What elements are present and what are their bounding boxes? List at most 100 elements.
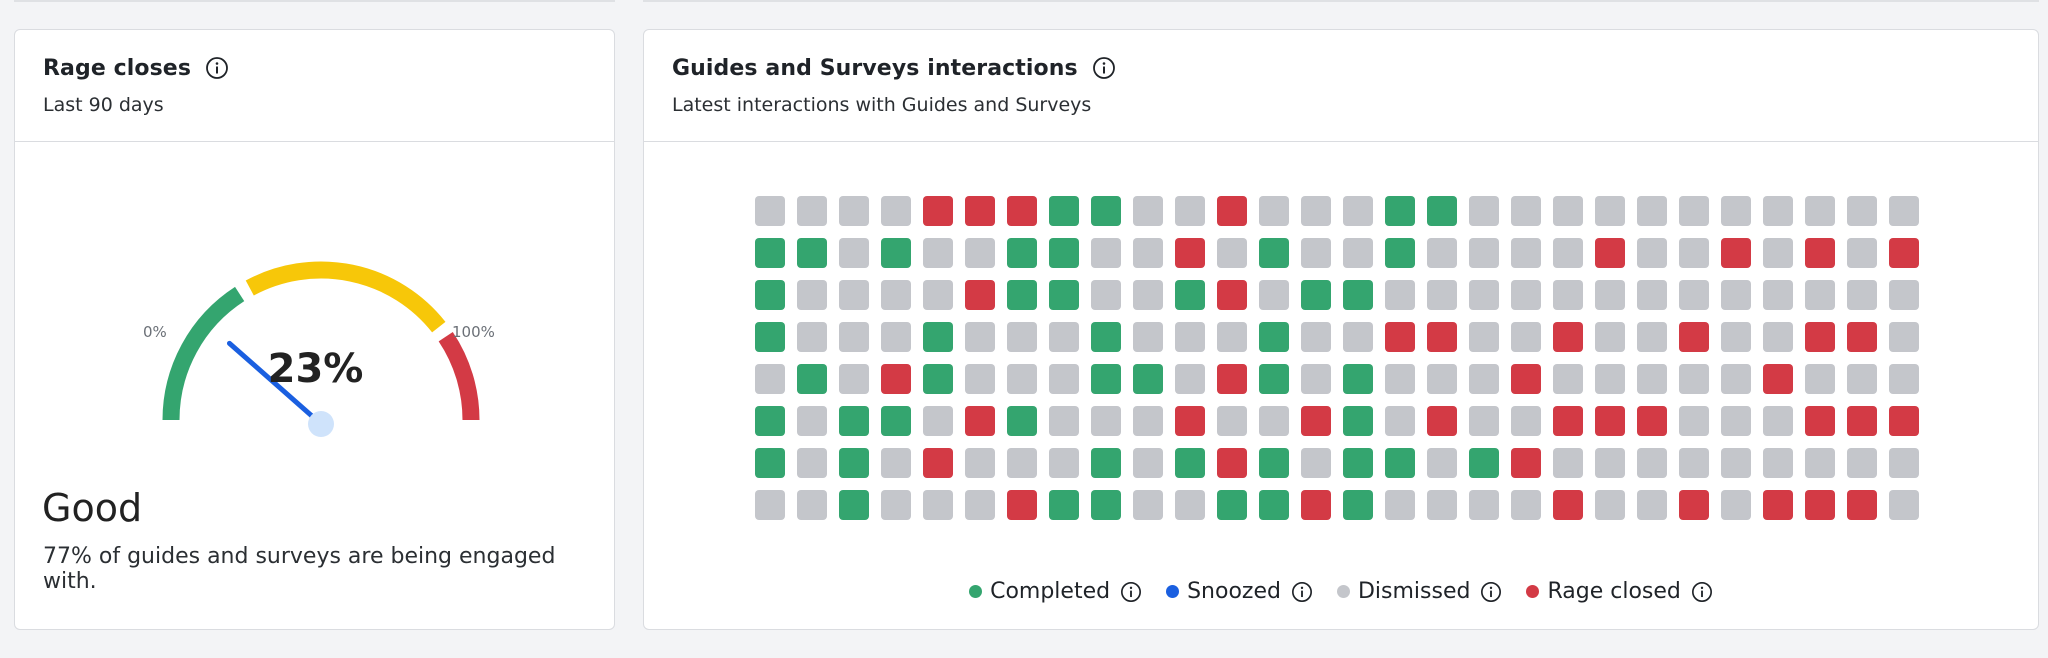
interaction-cell-completed[interactable] bbox=[923, 364, 953, 394]
interaction-cell-dismissed[interactable] bbox=[923, 280, 953, 310]
interaction-cell-dismissed[interactable] bbox=[1427, 448, 1457, 478]
interaction-cell-dismissed[interactable] bbox=[1637, 238, 1667, 268]
interaction-cell-rage-closed[interactable] bbox=[1805, 406, 1835, 436]
interaction-cell-completed[interactable] bbox=[1007, 280, 1037, 310]
interaction-cell-dismissed[interactable] bbox=[797, 280, 827, 310]
interaction-cell-completed[interactable] bbox=[1259, 490, 1289, 520]
interaction-cell-dismissed[interactable] bbox=[1259, 280, 1289, 310]
interaction-cell-completed[interactable] bbox=[839, 490, 869, 520]
interaction-cell-dismissed[interactable] bbox=[1427, 280, 1457, 310]
interaction-cell-dismissed[interactable] bbox=[839, 238, 869, 268]
interaction-cell-rage-closed[interactable] bbox=[1553, 322, 1583, 352]
interaction-cell-dismissed[interactable] bbox=[1469, 238, 1499, 268]
interaction-cell-dismissed[interactable] bbox=[965, 364, 995, 394]
interaction-cell-dismissed[interactable] bbox=[1007, 448, 1037, 478]
interaction-cell-dismissed[interactable] bbox=[1889, 280, 1919, 310]
interaction-cell-dismissed[interactable] bbox=[1469, 490, 1499, 520]
interaction-cell-dismissed[interactable] bbox=[1679, 280, 1709, 310]
interaction-cell-completed[interactable] bbox=[1133, 364, 1163, 394]
interaction-cell-dismissed[interactable] bbox=[965, 490, 995, 520]
interaction-cell-dismissed[interactable] bbox=[1469, 406, 1499, 436]
interaction-cell-dismissed[interactable] bbox=[1301, 364, 1331, 394]
interaction-cell-completed[interactable] bbox=[1259, 448, 1289, 478]
interaction-cell-dismissed[interactable] bbox=[1091, 406, 1121, 436]
interaction-cell-dismissed[interactable] bbox=[1595, 490, 1625, 520]
interaction-cell-rage-closed[interactable] bbox=[1007, 490, 1037, 520]
interaction-cell-completed[interactable] bbox=[1301, 280, 1331, 310]
interaction-cell-dismissed[interactable] bbox=[1637, 196, 1667, 226]
interaction-cell-dismissed[interactable] bbox=[1343, 196, 1373, 226]
interaction-cell-rage-closed[interactable] bbox=[1889, 238, 1919, 268]
interaction-cell-completed[interactable] bbox=[1217, 490, 1247, 520]
interaction-cell-dismissed[interactable] bbox=[1511, 406, 1541, 436]
interaction-cell-dismissed[interactable] bbox=[1595, 364, 1625, 394]
info-icon[interactable] bbox=[1691, 581, 1713, 603]
interaction-cell-dismissed[interactable] bbox=[1763, 448, 1793, 478]
interaction-cell-completed[interactable] bbox=[1343, 490, 1373, 520]
info-icon[interactable] bbox=[1092, 56, 1116, 80]
interaction-cell-dismissed[interactable] bbox=[1469, 280, 1499, 310]
interaction-cell-dismissed[interactable] bbox=[965, 238, 995, 268]
interaction-cell-rage-closed[interactable] bbox=[1553, 490, 1583, 520]
interaction-cell-dismissed[interactable] bbox=[1385, 490, 1415, 520]
interaction-cell-completed[interactable] bbox=[1259, 238, 1289, 268]
interaction-cell-dismissed[interactable] bbox=[1385, 280, 1415, 310]
interaction-cell-dismissed[interactable] bbox=[1175, 364, 1205, 394]
interaction-cell-dismissed[interactable] bbox=[1721, 490, 1751, 520]
interaction-cell-dismissed[interactable] bbox=[1301, 322, 1331, 352]
interaction-cell-dismissed[interactable] bbox=[1511, 238, 1541, 268]
interaction-cell-dismissed[interactable] bbox=[965, 448, 995, 478]
interaction-cell-dismissed[interactable] bbox=[1889, 322, 1919, 352]
interaction-cell-dismissed[interactable] bbox=[1889, 364, 1919, 394]
interaction-cell-dismissed[interactable] bbox=[1343, 238, 1373, 268]
interaction-cell-dismissed[interactable] bbox=[881, 322, 911, 352]
interaction-cell-dismissed[interactable] bbox=[1763, 406, 1793, 436]
interaction-cell-dismissed[interactable] bbox=[965, 322, 995, 352]
info-icon[interactable] bbox=[1291, 581, 1313, 603]
interaction-cell-dismissed[interactable] bbox=[1133, 280, 1163, 310]
interaction-cell-dismissed[interactable] bbox=[1091, 238, 1121, 268]
interaction-cell-rage-closed[interactable] bbox=[1301, 406, 1331, 436]
interaction-cell-dismissed[interactable] bbox=[755, 364, 785, 394]
interaction-cell-dismissed[interactable] bbox=[1679, 406, 1709, 436]
interaction-cell-rage-closed[interactable] bbox=[1805, 322, 1835, 352]
interaction-cell-dismissed[interactable] bbox=[1175, 490, 1205, 520]
interaction-cell-dismissed[interactable] bbox=[1385, 364, 1415, 394]
interaction-cell-dismissed[interactable] bbox=[1889, 448, 1919, 478]
interaction-cell-completed[interactable] bbox=[923, 322, 953, 352]
interaction-cell-completed[interactable] bbox=[1427, 196, 1457, 226]
interaction-cell-dismissed[interactable] bbox=[1721, 322, 1751, 352]
interaction-cell-completed[interactable] bbox=[1049, 280, 1079, 310]
interaction-cell-dismissed[interactable] bbox=[1595, 322, 1625, 352]
interaction-cell-rage-closed[interactable] bbox=[1805, 490, 1835, 520]
interaction-cell-dismissed[interactable] bbox=[1553, 448, 1583, 478]
interaction-cell-dismissed[interactable] bbox=[1133, 322, 1163, 352]
interaction-cell-dismissed[interactable] bbox=[1217, 238, 1247, 268]
interaction-cell-completed[interactable] bbox=[755, 448, 785, 478]
interaction-cell-dismissed[interactable] bbox=[1427, 238, 1457, 268]
interaction-cell-completed[interactable] bbox=[839, 448, 869, 478]
interaction-cell-rage-closed[interactable] bbox=[965, 406, 995, 436]
interaction-cell-rage-closed[interactable] bbox=[1175, 238, 1205, 268]
interaction-cell-dismissed[interactable] bbox=[1091, 280, 1121, 310]
interaction-cell-rage-closed[interactable] bbox=[965, 196, 995, 226]
interaction-cell-dismissed[interactable] bbox=[1175, 196, 1205, 226]
interaction-cell-dismissed[interactable] bbox=[755, 490, 785, 520]
interaction-cell-dismissed[interactable] bbox=[1847, 364, 1877, 394]
interaction-cell-dismissed[interactable] bbox=[1805, 280, 1835, 310]
interaction-cell-dismissed[interactable] bbox=[881, 490, 911, 520]
interaction-cell-completed[interactable] bbox=[797, 238, 827, 268]
interaction-cell-dismissed[interactable] bbox=[1637, 490, 1667, 520]
interaction-cell-dismissed[interactable] bbox=[1553, 238, 1583, 268]
interaction-cell-dismissed[interactable] bbox=[1637, 322, 1667, 352]
interaction-cell-completed[interactable] bbox=[881, 406, 911, 436]
interaction-cell-dismissed[interactable] bbox=[1553, 364, 1583, 394]
interaction-cell-dismissed[interactable] bbox=[1805, 448, 1835, 478]
interaction-cell-rage-closed[interactable] bbox=[1595, 238, 1625, 268]
interaction-cell-dismissed[interactable] bbox=[1259, 196, 1289, 226]
interaction-cell-completed[interactable] bbox=[755, 280, 785, 310]
interaction-cell-dismissed[interactable] bbox=[1889, 490, 1919, 520]
interaction-cell-rage-closed[interactable] bbox=[1679, 322, 1709, 352]
interaction-cell-rage-closed[interactable] bbox=[923, 196, 953, 226]
interaction-cell-dismissed[interactable] bbox=[839, 364, 869, 394]
